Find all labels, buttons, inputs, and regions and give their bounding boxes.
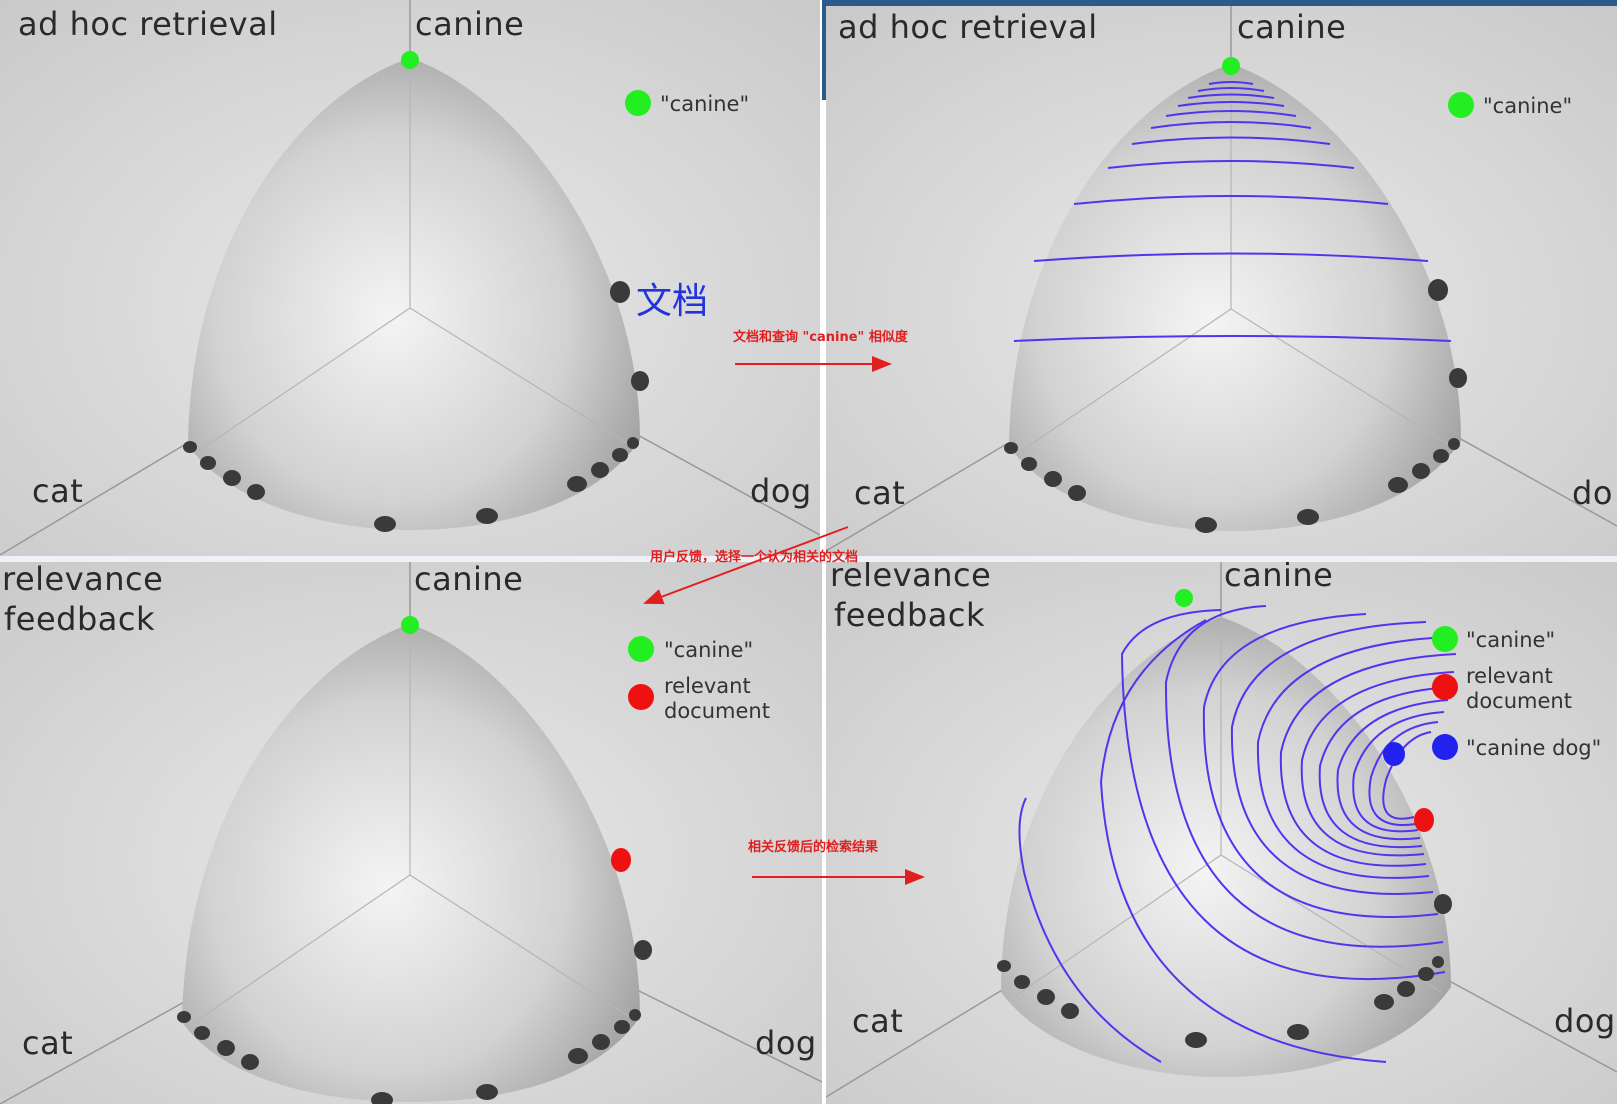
axis-label-canine: canine	[414, 562, 524, 598]
legend-label-canine: "canine"	[1466, 628, 1556, 652]
panel-title: ad hoc retrieval	[18, 5, 278, 43]
legend-dot-relevant-document	[1432, 674, 1458, 700]
axis-label-cat: cat	[852, 1002, 904, 1040]
sphere-dome	[188, 58, 640, 530]
relevant-document-point	[1414, 808, 1434, 832]
query-point-canine	[401, 51, 419, 69]
panel-relevance-feedback-left: relevance feedback canine cat dog "canin…	[0, 562, 822, 1104]
legend-dot-relevant-document	[628, 684, 654, 710]
panel-title-line1: relevance	[830, 562, 992, 594]
legend-label-canine: "canine"	[664, 638, 754, 662]
legend-dot-canine	[628, 636, 654, 662]
window-frame-strip	[822, 0, 1617, 8]
axis-label-cat: cat	[32, 472, 84, 510]
axis-label-canine: canine	[1224, 562, 1334, 594]
axis-label-dog: dog	[755, 1024, 817, 1062]
legend-label-document: document	[664, 699, 770, 723]
legend-dot-canine	[625, 90, 651, 116]
panel-ad-hoc-retrieval-right: ad hoc retrieval canine cat do "canine"	[826, 6, 1617, 558]
panel-title: ad hoc retrieval	[838, 8, 1098, 46]
annotation-feedback-result: 相关反馈后的检索结果	[748, 840, 879, 855]
panel-title-line1: relevance	[2, 562, 164, 598]
panel-relevance-feedback-right: relevance feedback canine cat dog "canin…	[826, 562, 1617, 1104]
dome-figure-with-contours	[826, 6, 1617, 558]
panel-ad-hoc-retrieval-left: ad hoc retrieval canine cat dog "canine"…	[0, 0, 820, 560]
legend-dot-canine-dog	[1432, 734, 1458, 760]
legend-dot-canine	[1448, 92, 1474, 118]
axis-label-cat: cat	[854, 474, 906, 512]
dome-figure-with-contours	[826, 562, 1617, 1104]
annotation-similarity: 文档和查询 "canine" 相似度	[733, 330, 908, 345]
similarity-contours	[1018, 605, 1457, 1063]
legend-label-relevant: relevant	[1466, 664, 1553, 688]
axis-label-dog: dog	[1554, 1002, 1616, 1040]
legend-label-document: document	[1466, 689, 1572, 713]
window-frame-strip	[822, 0, 828, 100]
panel-title-line2: feedback	[4, 600, 155, 638]
axis-label-canine: canine	[1237, 8, 1347, 46]
legend-label-canine: "canine"	[1483, 94, 1573, 118]
query-point-canine-dog	[1383, 742, 1405, 766]
legend-label-relevant: relevant	[664, 674, 751, 698]
relevant-document-point	[611, 848, 631, 872]
panel-title-line2: feedback	[834, 596, 985, 634]
legend-dot-canine	[1432, 626, 1458, 652]
annotation-user-feedback: 用户反馈，选择一个认为相关的文档	[650, 550, 859, 565]
document-points	[183, 281, 649, 532]
legend-label-canine-dog: "canine dog"	[1466, 736, 1602, 760]
similarity-contours	[1013, 81, 1452, 342]
axis-label-cat: cat	[22, 1024, 74, 1062]
document-label: 文档	[636, 281, 709, 322]
axis-label-dog: do	[1572, 474, 1613, 512]
axis-label-dog: dog	[750, 472, 812, 510]
dome-figure	[0, 0, 820, 560]
legend-label-canine: "canine"	[660, 92, 750, 116]
dome-figure	[0, 562, 822, 1104]
axis-label-canine: canine	[415, 5, 525, 43]
